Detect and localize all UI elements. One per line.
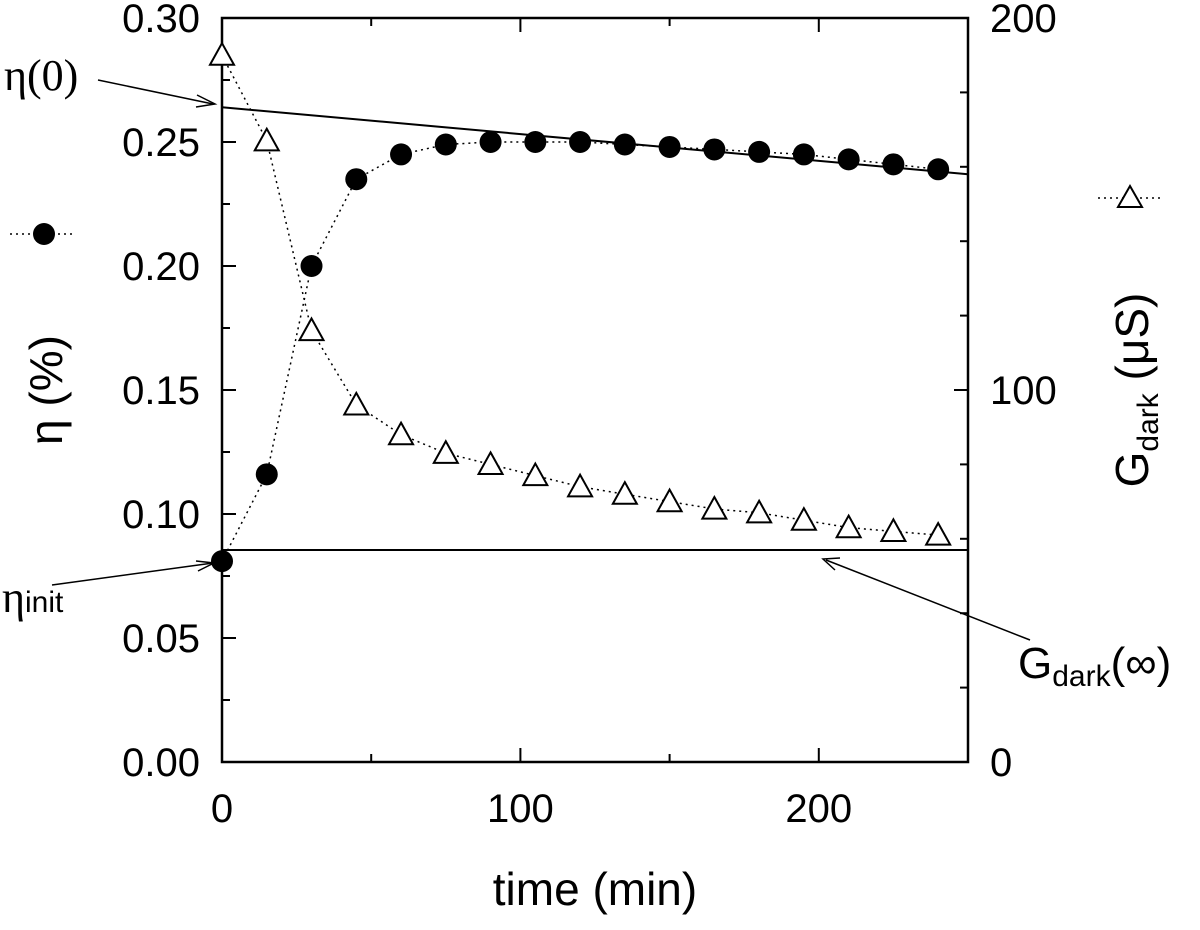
y-left-tick-label: 0.05: [122, 617, 200, 661]
eta-point: [255, 463, 278, 486]
eta-point: [390, 143, 413, 166]
y-right-tick-label: 100: [990, 369, 1057, 413]
y-left-tick-label: 0.00: [122, 741, 200, 785]
eta-point: [658, 135, 681, 158]
eta-point: [300, 255, 323, 277]
gdark-point: [253, 126, 281, 152]
annotation-gdark-inf-suffix: (∞): [1111, 639, 1172, 688]
y-right-tick-label: 200: [990, 0, 1057, 41]
gdark-point: [924, 521, 952, 546]
plot-frame: [220, 16, 970, 764]
eta-point: [927, 158, 950, 181]
eta-point: [524, 131, 547, 153]
y-left-axis-label: η (%): [20, 335, 72, 445]
y-right-label-main: G: [1106, 452, 1158, 488]
series-line-η: [221, 141, 939, 562]
annotation-gdark-inf-arrow: [825, 559, 1031, 641]
eta-point: [837, 148, 860, 171]
annotation-eta0-arrowhead: [195, 94, 218, 108]
eta-point: [882, 153, 905, 176]
gdark-point: [432, 439, 460, 464]
marks-layer: [208, 41, 952, 573]
gdark-point: [879, 517, 908, 542]
y-left-tick-label: 0.15: [122, 369, 200, 413]
y-right-label-unit: (μS): [1106, 293, 1158, 394]
gdark-point: [834, 513, 863, 539]
x-tick-label: 100: [487, 787, 554, 831]
eta-point: [434, 133, 457, 156]
y-left-tick-label: 0.30: [122, 0, 200, 41]
gdark-point: [566, 472, 594, 498]
annotation-eta0: η(0): [4, 51, 78, 100]
annotation-gdark-inf-main: G: [1018, 639, 1052, 688]
eta-point: [703, 138, 726, 161]
y-right-label-sub: dark: [1132, 392, 1165, 451]
y-left-tick-label: 0.10: [122, 493, 200, 537]
annotation-eta-init-arrow: [51, 562, 214, 586]
y-right-axis-label: Gdark (μS): [1106, 293, 1165, 488]
eta-point: [792, 143, 815, 166]
annotation-eta-init: ηinit: [2, 573, 64, 622]
gdark-point: [387, 420, 415, 446]
y-left-tick-label: 0.20: [122, 245, 200, 289]
x-tick-label: 0: [211, 787, 233, 831]
gdark-point: [297, 316, 326, 342]
annotation-eta-init-arrowhead: [195, 560, 217, 572]
x-tick-label: 200: [785, 787, 852, 831]
gdark-point: [476, 450, 505, 475]
x-axis-label: time (min): [493, 863, 697, 915]
eta-point: [569, 131, 592, 153]
gdark-point: [790, 506, 818, 531]
annotation-eta-init-sub: init: [25, 586, 64, 619]
series-line-Gdark: [221, 54, 939, 536]
y-right-tick-label: 0: [990, 741, 1012, 785]
gdark-point: [521, 461, 550, 487]
y-left-tick-label: 0.25: [122, 121, 200, 165]
eta-point: [345, 168, 368, 191]
eta-point: [613, 133, 636, 156]
annotation-eta-init-main: η: [2, 573, 25, 622]
eta-point: [211, 550, 233, 573]
annotation-gdark-inf-arrowhead: [821, 557, 841, 571]
gdark-point: [208, 41, 236, 66]
gdark-point: [700, 494, 729, 520]
legend-gdark-marker: [1116, 183, 1144, 208]
legend-eta-marker: [33, 223, 55, 245]
gdark-point: [655, 487, 684, 513]
gdark-point: [342, 390, 370, 416]
lines-layer: [221, 54, 969, 562]
gdark-point: [611, 480, 639, 505]
annotation-eta0-arrow: [97, 79, 214, 105]
ticks-layer: 0 100 200 0.00 0.05 0.10 0.15 0.20 0.25 0.30 0 100 2…: [122, 0, 1057, 831]
gdark-point: [745, 498, 773, 524]
annotation-gdark-inf-sub: dark: [1052, 660, 1111, 693]
eta-point: [748, 140, 771, 163]
annotation-gdark-inf: Gdark(∞): [1018, 639, 1171, 693]
eta-point: [479, 131, 502, 153]
